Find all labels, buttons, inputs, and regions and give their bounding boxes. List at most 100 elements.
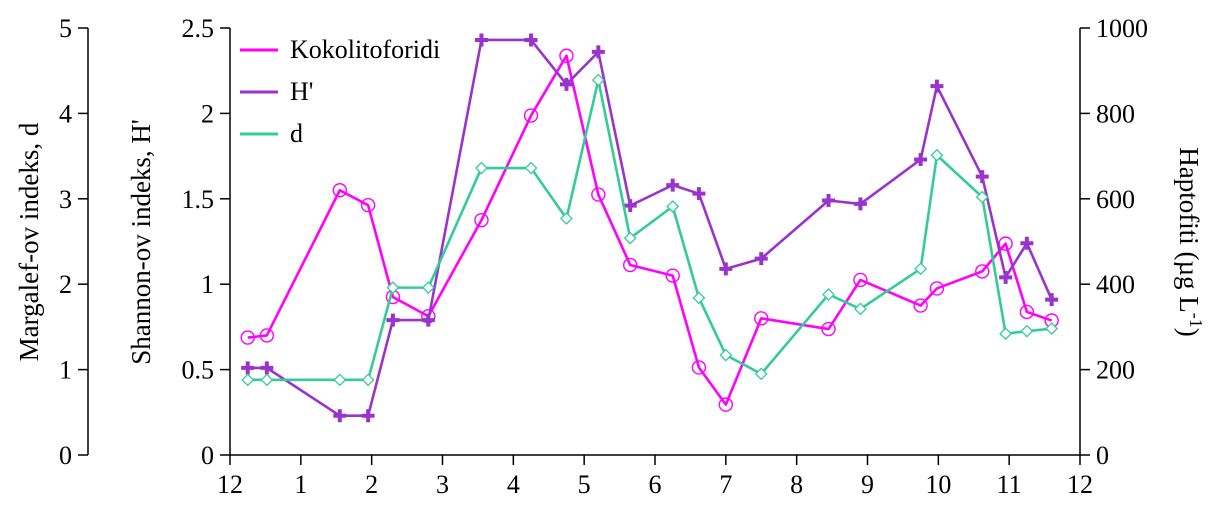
shannon-axis: 0 0.5 1 1.5 2 2.5 Shannon-ov indeks, H' [126,14,231,470]
series-h-line [247,38,1053,418]
series-kokolitoforidi-point [998,236,1013,251]
series-kokolitoforidi-point [754,311,769,326]
series-d-point [524,161,538,175]
series-h-point [474,33,488,47]
series-h-point [241,361,255,375]
shannon-tick-label: 2 [201,99,214,128]
x-tick-label: 2 [365,470,378,499]
series-d-point [333,373,347,387]
x-tick-label: 8 [790,470,803,499]
haptofiti-tick-label: 400 [1096,270,1135,299]
series-h-point [1020,236,1034,250]
series-kokolitoforidi-point [240,330,255,345]
shannon-tick-label: 0.5 [182,356,215,385]
series-kokolitoforidi-point [332,183,347,198]
series-d-point [421,281,435,295]
series-d-point [853,302,867,316]
series-kokolitoforidi-point [929,281,945,296]
series-kokolitoforidi-point [623,257,638,273]
series-d-point [914,262,928,276]
x-tick-label: 7 [719,470,732,499]
series-d-point [930,148,944,162]
series-d-point [975,190,989,204]
margalef-tick-label: 0 [59,441,72,470]
series-d-point [386,281,400,295]
x-tick-label: 5 [578,470,591,499]
x-tick-label: 1 [294,470,307,499]
series-h-point [754,252,768,266]
series-kokolitoforidi-point [975,264,990,279]
haptofiti-tick-label: 800 [1096,99,1135,128]
series-kokolitoforidi-point [665,268,680,283]
series-kokolitoforidi-point [1019,304,1035,320]
x-tick-label: 3 [436,470,449,499]
series-d-point [754,367,768,381]
series-d-point [822,288,835,301]
margalef-tick-label: 4 [59,99,72,128]
margalef-axis-label: Margalef-ov indeks, d [14,122,44,361]
series-h [241,33,1059,423]
series-kokolitoforidi-line [247,54,1053,406]
series-d-point [666,200,680,213]
series-d-point [1020,324,1034,338]
haptofiti-tick-label: 600 [1096,185,1135,214]
series-h-point [999,270,1013,284]
shannon-tick-label: 1 [201,270,214,299]
series-d-point [692,291,706,305]
series-d-point [719,348,733,362]
series-d-point [260,373,274,387]
series-d [241,73,1059,387]
x-tick-label: 10 [925,470,951,499]
series-h-point [914,153,928,167]
haptofiti-axis-label: Haptofiti (µg L-1) [1174,147,1206,337]
x-axis: 12 1 2 3 4 5 6 7 8 9 10 11 12 [217,454,1093,499]
series-kokolitoforidi-point [591,187,606,202]
legend-label-d: d [290,119,303,148]
series-h-point [260,361,274,375]
series-h-point [853,197,867,211]
series-d-point [560,212,573,225]
series-d-point [623,231,637,245]
series-d-point [591,73,605,87]
x-tick-label: 9 [861,470,874,499]
x-tick-label: 4 [507,470,520,499]
series-d-point [1045,322,1059,336]
series-d-point [999,327,1013,341]
series-h-point [666,178,680,192]
series-kokolitoforidi-point [821,321,836,337]
haptofiti-tick-label: 200 [1096,356,1135,385]
margalef-tick-label: 5 [59,14,72,43]
series-kokolitoforidi-point [474,212,489,228]
haptofiti-tick-label: 0 [1096,441,1109,470]
legend-label-kokolitoforidi: Kokolitoforidi [290,35,440,64]
series-h-point [333,409,347,423]
series-layer [240,33,1059,423]
series-h-point [386,313,400,327]
series-kokolitoforidi [240,48,1059,412]
series-kokolitoforidi-point [523,108,539,123]
margalef-tick-label: 3 [59,185,72,214]
series-h-point [975,170,989,184]
series-h-point [524,33,538,47]
series-h-point [623,199,637,213]
series-h-point [1045,293,1059,307]
series-d-point [241,373,255,387]
x-tick-label: 12 [1067,470,1093,499]
shannon-tick-label: 2.5 [182,14,215,43]
haptofiti-tick-label: 1000 [1096,14,1148,43]
series-kokolitoforidi-point [559,48,574,63]
shannon-axis-label: Shannon-ov indeks, H' [126,119,156,365]
legend-label-h: H' [290,77,313,106]
series-h-point [930,79,944,93]
x-tick-label: 6 [649,470,662,499]
margalef-axis: 0 1 2 3 4 5 Margalef-ov indeks, d [14,14,89,470]
series-h-point [692,187,706,201]
margalef-tick-label: 2 [59,270,72,299]
legend: Kokolitoforidi H' d [240,35,440,148]
margalef-tick-label: 1 [59,356,72,385]
x-tick-label: 12 [217,470,243,499]
shannon-tick-label: 1.5 [182,185,215,214]
series-kokolitoforidi-point [259,328,275,343]
x-tick-label: 11 [997,470,1022,499]
